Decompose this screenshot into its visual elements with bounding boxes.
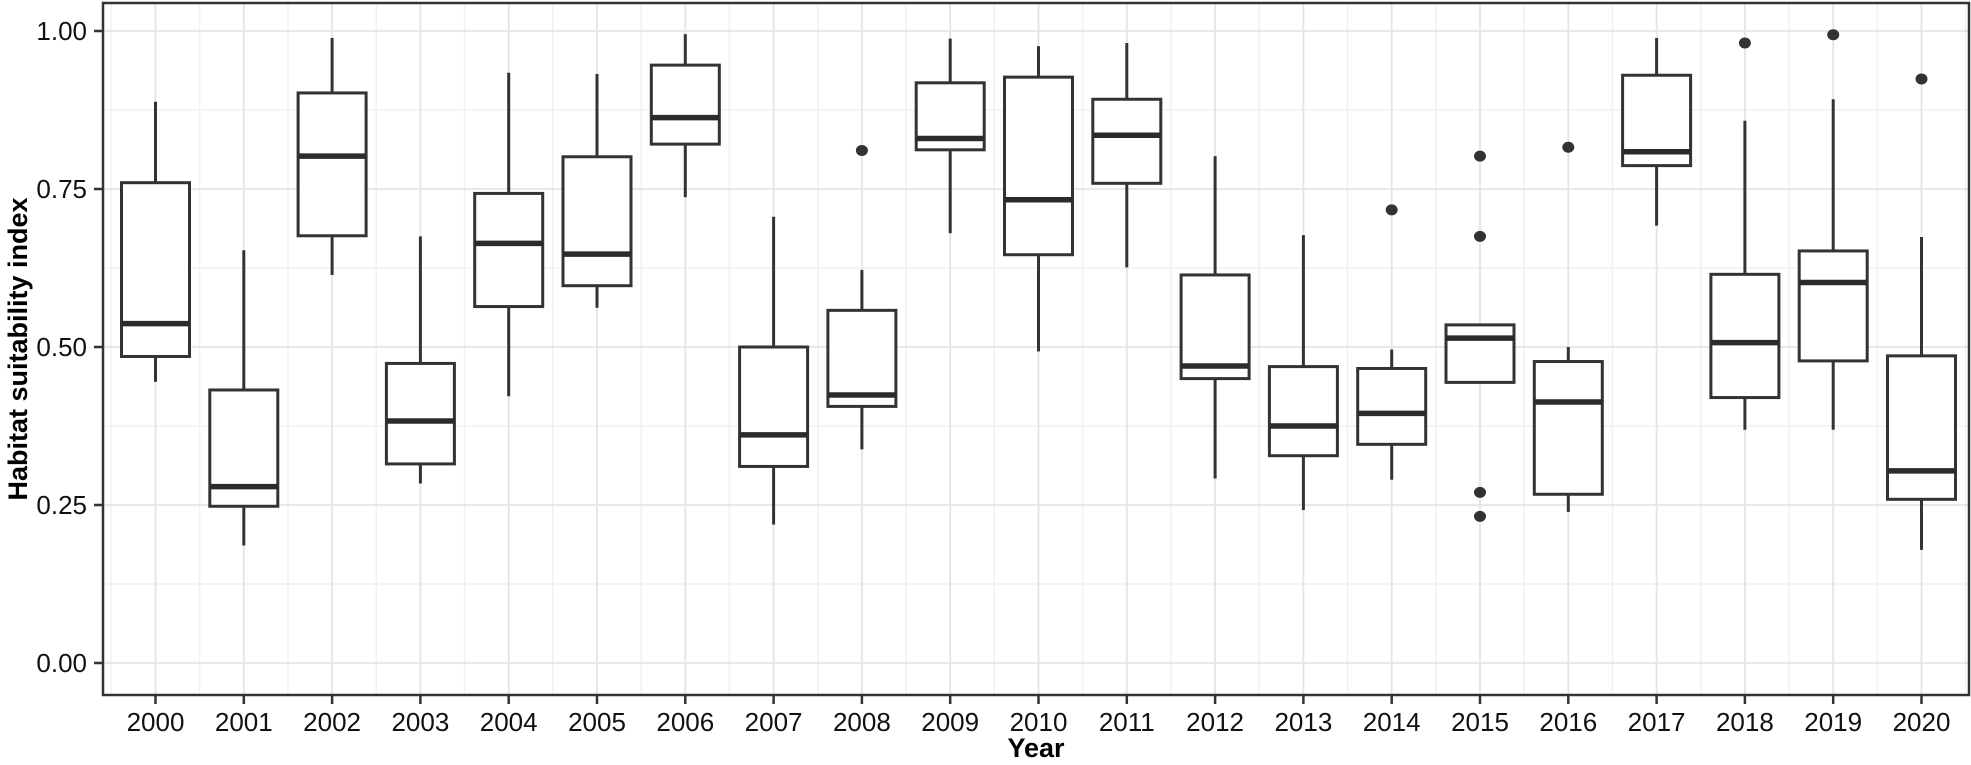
x-tick-label: 2013 (1274, 707, 1332, 737)
x-tick-label: 2014 (1363, 707, 1421, 737)
boxplot-2017 (1621, 37, 1693, 226)
boxplot-2016 (1532, 141, 1604, 512)
boxplot-2004 (473, 72, 545, 397)
boxplot-2007 (738, 216, 810, 525)
x-tick-label: 2004 (480, 707, 538, 737)
boxplot-2002 (296, 37, 368, 275)
iqr-box (1797, 249, 1869, 363)
iqr-box (473, 191, 545, 309)
iqr-box (1003, 75, 1074, 257)
boxplot-2013 (1267, 235, 1339, 511)
boxplot-2006 (649, 34, 721, 198)
boxplot-2005 (561, 73, 633, 308)
x-tick-label: 2020 (1893, 707, 1951, 737)
boxplot-2020 (1886, 73, 1957, 550)
outlier-point (1562, 141, 1575, 153)
x-tick-label: 2003 (391, 707, 449, 737)
iqr-box (384, 361, 456, 466)
x-tick-label: 2008 (833, 707, 891, 737)
boxplot-2018 (1709, 37, 1781, 430)
iqr-box (826, 308, 898, 408)
boxplot-2003 (384, 236, 456, 484)
boxplot-2019 (1797, 29, 1869, 430)
panel-border (101, 1, 1971, 697)
y-tick-label: 0.75 (36, 174, 87, 204)
boxplots-layer (120, 29, 1957, 550)
y-tick-label: 0.50 (36, 332, 87, 362)
iqr-box (561, 155, 633, 288)
iqr-box (1532, 360, 1604, 496)
outlier-point (1385, 204, 1398, 216)
x-tick-label: 2010 (1010, 707, 1068, 737)
boxplot-2000 (120, 101, 191, 382)
outlier-point (1474, 230, 1486, 242)
x-tick-label: 2006 (656, 707, 714, 737)
y-tick-label: 0.25 (36, 490, 87, 520)
boxplot-2008 (826, 144, 898, 450)
boxplot-2015 (1444, 150, 1516, 522)
boxplot-2011 (1091, 43, 1163, 268)
x-tick-label: 2012 (1186, 707, 1244, 737)
y-tick-label: 1.00 (36, 16, 87, 46)
boxplot-2010 (1003, 46, 1074, 352)
boxplot-2012 (1179, 156, 1251, 479)
y-axis-title: Habitat suitability index (3, 197, 33, 500)
outlier-point (1474, 486, 1486, 498)
boxplot-2009 (914, 38, 986, 234)
outlier-point (1738, 37, 1751, 49)
outlier-point (1474, 150, 1486, 162)
iqr-box (296, 91, 368, 238)
x-tick-label: 2016 (1539, 707, 1597, 737)
iqr-box (120, 181, 191, 358)
boxplot-2001 (208, 250, 280, 546)
x-tick-label: 2005 (568, 707, 626, 737)
x-tick-label: 2009 (921, 707, 979, 737)
iqr-box (1179, 273, 1251, 381)
iqr-box (738, 345, 810, 468)
boxplot-2014 (1356, 204, 1428, 480)
outlier-point (855, 144, 868, 156)
axis-layer: 0.00 0.25 0.50 0.75 1.00 2000 2001 2002 2003 2004… (36, 16, 1950, 737)
outlier-point (1827, 29, 1840, 41)
outlier-point (1915, 73, 1928, 85)
minor-gridlines (103, 3, 1969, 695)
iqr-box (1091, 97, 1163, 185)
x-tick-label: 2011 (1099, 707, 1155, 737)
iqr-box (1356, 366, 1428, 446)
x-tick-label: 2001 (215, 707, 273, 737)
iqr-box (1444, 323, 1516, 384)
iqr-box (1709, 272, 1781, 400)
x-tick-label: 2000 (127, 707, 185, 737)
y-tick-label: 0.00 (36, 648, 87, 678)
x-tick-label: 2019 (1804, 707, 1862, 737)
iqr-box (1267, 365, 1339, 458)
x-tick-label: 2017 (1628, 707, 1686, 737)
x-tick-label: 2018 (1716, 707, 1774, 737)
x-tick-label: 2015 (1451, 707, 1509, 737)
x-axis-title: Year (1007, 733, 1065, 763)
outlier-point (1474, 510, 1486, 522)
iqr-box (1886, 354, 1957, 501)
x-tick-label: 2007 (745, 707, 803, 737)
iqr-box (649, 63, 721, 146)
x-tick-label: 2002 (303, 707, 361, 737)
